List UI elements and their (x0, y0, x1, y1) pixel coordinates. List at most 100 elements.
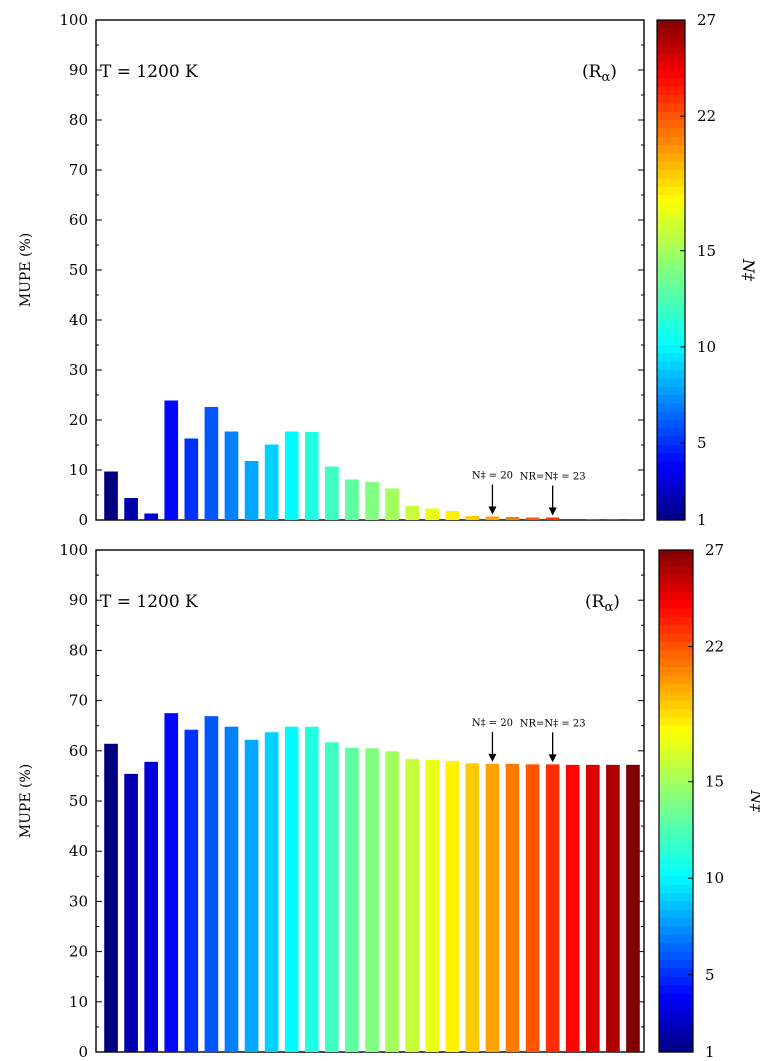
colorbar-segment (659, 968, 693, 978)
colorbar-segment (659, 1026, 693, 1036)
colorbar-segment (657, 328, 685, 338)
colorbar-segment (657, 111, 685, 121)
colorbar-title: N‡ (739, 258, 758, 282)
bar (264, 732, 279, 1052)
colorbar-segment (657, 128, 685, 138)
colorbar-segment (657, 136, 685, 146)
colorbar-segment (659, 767, 693, 777)
colorbar-segment (657, 78, 685, 88)
colorbar-segment (657, 411, 685, 421)
colorbar-frame (658, 549, 694, 1053)
colorbar-segment (657, 478, 685, 488)
colorbar-segment (659, 784, 693, 794)
colorbar-segment (659, 1035, 693, 1045)
bar (124, 773, 138, 1052)
colorbar-tick-label: 22 (697, 107, 716, 125)
y-tick-label: 60 (69, 742, 88, 760)
plot-frame (95, 19, 645, 521)
colorbar-tick-label: 5 (697, 434, 707, 452)
colorbar-segment (659, 893, 693, 902)
colorbar-segment (657, 170, 685, 179)
colorbar-segment (659, 608, 693, 618)
annotation-arrowhead (548, 507, 557, 516)
colorbar-segment (659, 550, 693, 559)
colorbar-segment (659, 692, 693, 702)
colorbar-segment (659, 700, 693, 710)
colorbar-segment (657, 203, 685, 213)
colorbar-segment (657, 311, 685, 321)
colorbar-segment (659, 625, 693, 635)
colorbar-segment (659, 859, 693, 869)
colorbar-segment (659, 708, 693, 718)
colorbar-segment (659, 976, 693, 986)
colorbar-segment (659, 993, 693, 1003)
colorbar-segment (659, 633, 693, 643)
bar (224, 431, 239, 520)
bar (445, 511, 460, 520)
bar (104, 471, 118, 520)
y-tick-label: 80 (69, 641, 88, 659)
y-tick-label: 70 (69, 692, 88, 710)
colorbar-segment (657, 261, 685, 271)
colorbar-segment (657, 395, 685, 404)
colorbar-segment (659, 884, 693, 894)
y-tick-label: 80 (69, 111, 88, 129)
colorbar-segment (657, 70, 685, 79)
colorbar-segment (657, 336, 685, 346)
y-tick-label: 70 (69, 161, 88, 179)
colorbar-segment (659, 901, 693, 911)
y-tick-label: 50 (69, 261, 88, 279)
colorbar-segment (657, 36, 685, 46)
colorbar-segment (659, 650, 693, 660)
colorbar-segment (657, 195, 685, 204)
colorbar-segment (659, 616, 693, 626)
colorbar-segment (659, 558, 693, 568)
colorbar-segment (659, 775, 693, 785)
bar (485, 516, 500, 520)
colorbar-segment (659, 985, 693, 995)
bar (445, 760, 460, 1052)
colorbar-tick-label: 10 (705, 869, 724, 887)
bar (224, 726, 239, 1052)
bar (204, 716, 219, 1052)
chart-panel: 0 10 20 30 40 50 60 70 80 90 100 MUPE (%) T = 1200 K… (18, 541, 760, 1061)
colorbar-tick-label: 15 (705, 773, 724, 791)
bar (365, 748, 379, 1052)
colorbar-segment (657, 403, 685, 413)
colorbar-segment (657, 445, 685, 454)
colorbar-segment (659, 817, 693, 827)
colorbar-segment (657, 53, 685, 63)
colorbar-segment (657, 486, 685, 496)
y-tick-label: 20 (69, 943, 88, 961)
bar (465, 763, 480, 1052)
colorbar-segment (659, 667, 693, 677)
bar (405, 506, 419, 520)
colorbar-segment (657, 178, 685, 188)
y-tick-label: 30 (69, 892, 88, 910)
bar (325, 466, 339, 520)
y-tick-label: 40 (69, 311, 88, 329)
bar (606, 519, 620, 520)
colorbar-segment (657, 461, 685, 471)
colorbar-frame (656, 19, 686, 521)
temperature-label: T = 1200 K (100, 592, 198, 612)
colorbar-segment (659, 591, 693, 601)
colorbar-tick-label: 1 (697, 511, 707, 529)
bar (425, 508, 440, 520)
colorbar-segment (657, 45, 685, 54)
bar (244, 461, 259, 520)
colorbar-segment (657, 436, 685, 446)
colorbar-segment (659, 943, 693, 953)
colorbar-segment (657, 153, 685, 163)
colorbar-segment (659, 750, 693, 760)
bar (264, 444, 279, 520)
panel-tag: (Rα) (582, 62, 617, 85)
annotation-label: NR=N‡ = 23 (520, 472, 586, 483)
colorbar-segment (659, 658, 693, 668)
colorbar-segment (659, 926, 693, 936)
colorbar-segment (657, 278, 685, 288)
bar (124, 498, 138, 520)
bar (405, 758, 419, 1052)
colorbar-segment (657, 503, 685, 513)
y-tick-label: 50 (69, 792, 88, 810)
